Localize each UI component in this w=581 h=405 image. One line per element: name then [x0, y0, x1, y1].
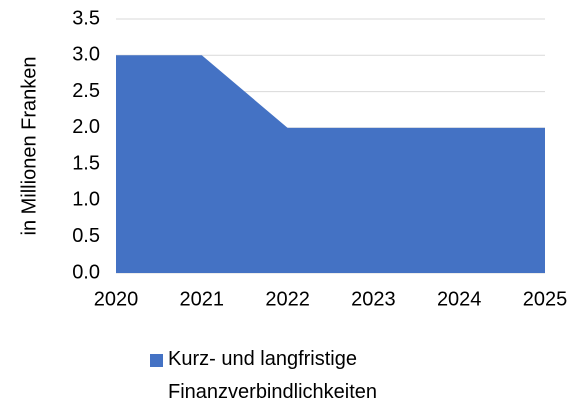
y-tick-label: 0.5 — [72, 225, 100, 247]
x-tick-label: 2021 — [180, 288, 225, 310]
legend-swatch — [150, 354, 163, 367]
y-tick-label: 2.0 — [72, 116, 100, 138]
y-tick-label: 3.5 — [72, 7, 100, 29]
x-tick-label: 2022 — [265, 288, 310, 310]
y-axis-label: in Millionen Franken — [18, 57, 40, 236]
x-tick-label: 2024 — [437, 288, 482, 310]
y-tick-label: 0.0 — [72, 261, 100, 283]
area — [116, 55, 545, 274]
y-tick-label: 1.5 — [72, 152, 100, 174]
legend-label: Kurz- und langfristige Finanzverbindlich… — [168, 348, 378, 403]
x-tick-label: 2023 — [351, 288, 396, 310]
y-tick-label: 2.5 — [72, 80, 100, 102]
y-tick-label: 3.0 — [72, 44, 100, 66]
x-tick-label: 2020 — [94, 288, 139, 310]
x-tick-label: 2025 — [523, 288, 568, 310]
y-tick-label: 1.0 — [72, 189, 100, 211]
